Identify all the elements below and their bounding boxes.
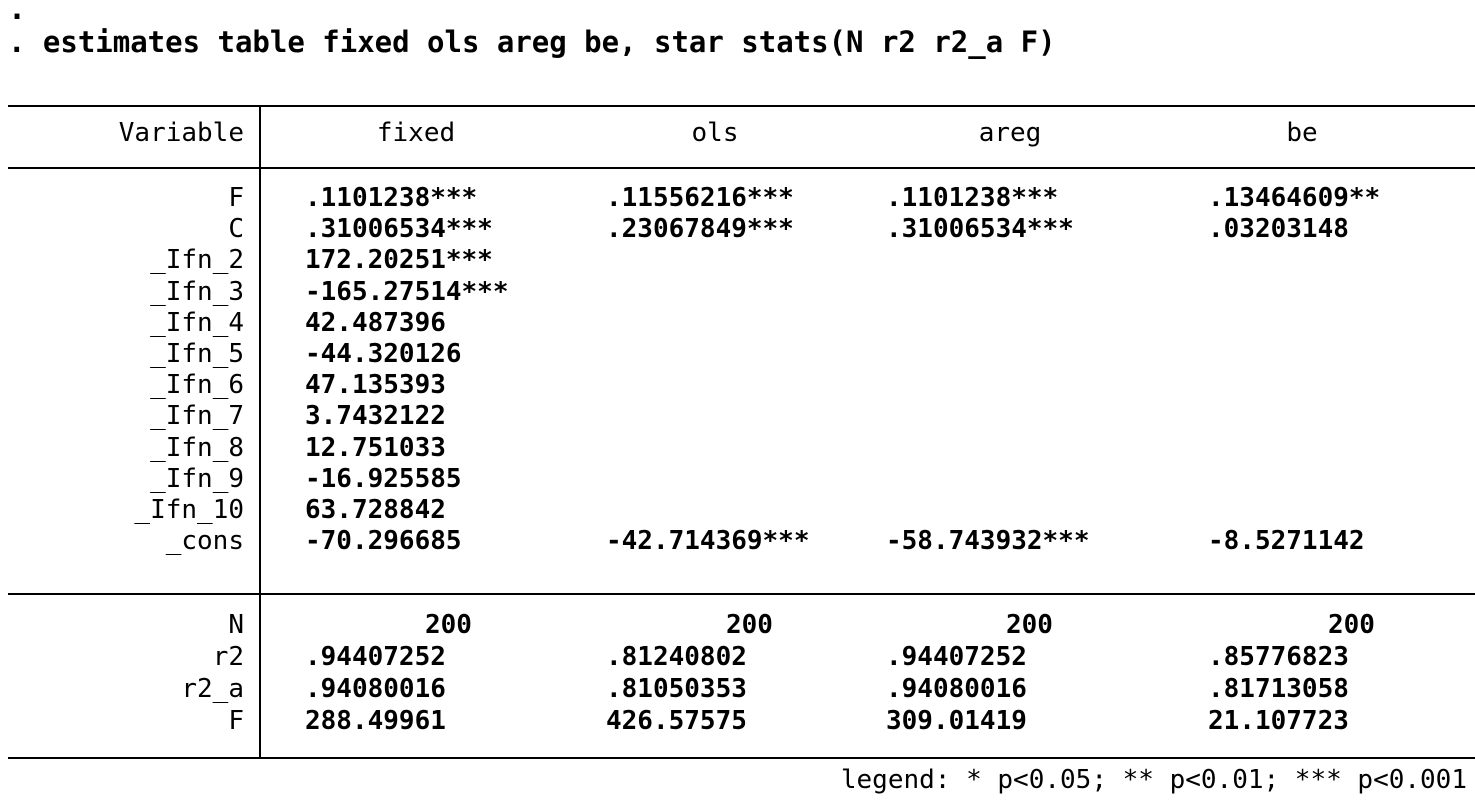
coef-cell: 3.7432122	[305, 401, 446, 431]
stat-cell: .94080016	[305, 674, 446, 704]
column-header-areg: areg	[978, 118, 1042, 148]
coef-cell: -16.925585	[305, 464, 462, 494]
coef-cell: 172.20251***	[305, 245, 493, 275]
stat-cell: .85776823	[1208, 642, 1349, 672]
coef-cell: -8.5271142	[1208, 526, 1365, 556]
coef-cell: .23067849***	[606, 214, 794, 244]
stat-label: N	[228, 610, 244, 640]
coef-cell: 47.135393	[305, 370, 446, 400]
table-top-rule	[8, 105, 1475, 107]
coef-cell: 42.487396	[305, 308, 446, 338]
row-label: _Ifn_7	[150, 401, 244, 431]
table-bottom-rule	[8, 757, 1475, 759]
stat-cell: 288.49961	[305, 706, 446, 736]
coef-cell: .31006534***	[305, 214, 493, 244]
coef-cell: 12.751033	[305, 433, 446, 463]
row-label: _cons	[165, 526, 244, 556]
coef-cell: .1101238***	[886, 183, 1059, 213]
coef-cell: .13464609**	[1208, 183, 1381, 213]
row-label: _Ifn_6	[150, 370, 244, 400]
coef-cell: .31006534***	[886, 214, 1074, 244]
stat-cell: 309.01419	[886, 706, 1027, 736]
stat-cell: 21.107723	[1208, 706, 1349, 736]
stat-cell: 200	[726, 610, 773, 640]
stat-cell: .94080016	[886, 674, 1027, 704]
stat-cell: .81713058	[1208, 674, 1349, 704]
column-header-be: be	[1286, 118, 1318, 148]
stat-cell: .81050353	[606, 674, 747, 704]
stat-label: r2_a	[181, 674, 244, 704]
stat-cell: .94407252	[886, 642, 1027, 672]
row-label: _Ifn_4	[150, 308, 244, 338]
header-rule	[8, 167, 1475, 169]
stat-label: F	[228, 706, 244, 736]
coef-cell: -58.743932***	[886, 526, 1090, 556]
stat-cell: 200	[1006, 610, 1053, 640]
coef-cell: 63.728842	[305, 495, 446, 525]
coef-cell: .1101238***	[305, 183, 478, 213]
row-label: _Ifn_10	[134, 495, 244, 525]
row-label: _Ifn_9	[150, 464, 244, 494]
label-column-divider	[259, 105, 261, 759]
stat-cell: 200	[425, 610, 472, 640]
command-line: . estimates table fixed ols areg be, sta…	[8, 25, 1056, 59]
coef-cell: -165.27514***	[305, 277, 509, 307]
row-label: _Ifn_2	[150, 245, 244, 275]
column-header-fixed: fixed	[376, 118, 456, 148]
row-label: C	[228, 214, 244, 244]
column-header-ols: ols	[691, 118, 739, 148]
significance-legend: legend: * p<0.05; ** p<0.01; *** p<0.001	[840, 765, 1467, 795]
coef-cell: -42.714369***	[606, 526, 810, 556]
row-label: F	[228, 183, 244, 213]
stat-cell: .94407252	[305, 642, 446, 672]
row-label: _Ifn_8	[150, 433, 244, 463]
stat-cell: 426.57575	[606, 706, 747, 736]
row-label: _Ifn_3	[150, 277, 244, 307]
coef-cell: -44.320126	[305, 339, 462, 369]
row-label: _Ifn_5	[150, 339, 244, 369]
header-variable: Variable	[118, 118, 244, 148]
stat-label: r2	[212, 642, 244, 672]
prompt-dot: .	[8, 0, 27, 27]
stat-cell: .81240802	[606, 642, 747, 672]
coef-cell: -70.296685	[305, 526, 462, 556]
coef-cell: .03203148	[1208, 214, 1349, 244]
stats-rule	[8, 593, 1475, 595]
stat-cell: 200	[1328, 610, 1375, 640]
coef-cell: .11556216***	[606, 183, 794, 213]
